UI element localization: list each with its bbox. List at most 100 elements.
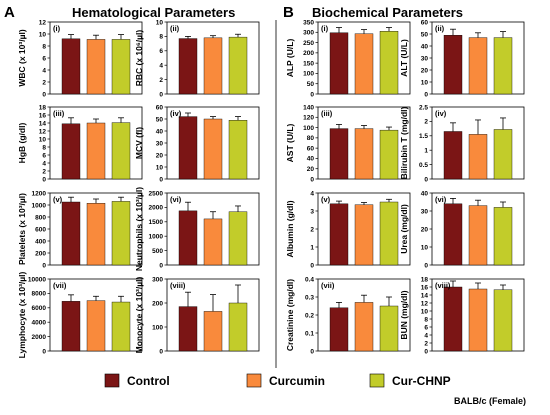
chart-b-iii-bar-control: [329, 128, 349, 180]
chart-b-i-bar-control: [329, 32, 349, 95]
chart-b-iii-tick-label-2: 40: [307, 156, 315, 163]
chart-b-ii-bar-curcumin: [468, 37, 488, 95]
chart-a-iii-tick-label-8: 16: [39, 112, 47, 119]
chart-a-viii-bar-curcumin: [203, 311, 223, 352]
section-b-letter: B: [283, 4, 294, 21]
chart-b-i-tick-label-3: 150: [303, 60, 314, 67]
chart-a-ii-bar-curcumin: [203, 37, 223, 95]
chart-b-viii-bar-curcumin: [468, 288, 488, 352]
chart-b-iv-tick-label-3: 1.5: [419, 133, 428, 140]
chart-a-iii-tick-label-6: 12: [39, 128, 47, 135]
chart-b-iii-label: (iii): [321, 109, 333, 118]
chart-a-ii-tick-label-2: 4: [159, 63, 163, 70]
chart-b-vi-tick-label-3: 30: [421, 208, 429, 215]
chart-a-i-tick-label-3: 6: [42, 55, 46, 62]
legend-swatch-curcumin: [246, 373, 262, 388]
chart-b-v-tick-label-4: 4: [310, 190, 314, 197]
chart-b-i-tick-label-6: 300: [303, 30, 314, 37]
chart-a-iv-tick-label-0: 0: [159, 176, 163, 183]
chart-a-ii-tick-label-1: 2: [159, 77, 163, 84]
legend-label-curcumin: Curcumin: [269, 374, 325, 388]
chart-b-iii: 0 20 40 60 80 100 120 140 (iii) AST (U/L): [285, 104, 411, 183]
chart-a-vii-bar-cur-chnp: [111, 301, 131, 352]
chart-a-v-tick-label-1: 200: [35, 250, 46, 257]
chart-b-v-tick-label-2: 2: [310, 226, 314, 233]
chart-a-ii-tick-label-3: 6: [159, 48, 163, 55]
chart-b-ii-tick-label-2: 20: [421, 67, 429, 74]
chart-a-v-tick-label-2: 400: [35, 238, 46, 245]
chart-a-iii-bar-cur-chnp: [111, 122, 131, 180]
chart-b-iv-label: (iv): [435, 109, 447, 118]
chart-a-vii-bar-curcumin: [86, 300, 106, 352]
chart-a-iv-bar-cur-chnp: [228, 119, 248, 180]
section-a-letter: A: [4, 4, 15, 21]
chart-a-i-tick-label-4: 8: [42, 43, 46, 50]
section-b-title: Biochemical Parameters: [312, 5, 463, 20]
chart-b-vi-tick-label-1: 10: [421, 244, 429, 251]
chart-b-vii-tick-label-2: 0.2: [305, 312, 314, 319]
chart-a-vi-tick-label-4: 2000: [149, 205, 164, 212]
chart-b-iii-tick-label-4: 80: [307, 135, 315, 142]
chart-b-i-bar-cur-chnp: [379, 31, 399, 95]
chart-b-iv-ylabel: Bilirubin T (mg/dl): [399, 106, 409, 179]
chart-b-vii-tick-label-3: 0.3: [305, 294, 314, 301]
chart-a-iv: 0 10 20 30 40 50 60 (iv) MCV (fl): [134, 104, 260, 183]
chart-b-iii-bar-curcumin: [354, 128, 374, 180]
chart-a-i-tick-label-5: 10: [39, 31, 47, 38]
chart-a-ii-tick-label-5: 10: [156, 19, 164, 26]
chart-b-vii-tick-label-0: 0: [310, 348, 314, 355]
chart-b-i-tick-label-4: 200: [303, 50, 314, 57]
chart-b-iv-bar-curcumin: [468, 134, 488, 180]
chart-b-vi-bar-control: [443, 203, 463, 266]
chart-a-vi-tick-label-1: 500: [152, 248, 163, 255]
chart-b-vi-bar-cur-chnp: [493, 207, 513, 266]
chart-b-i-ylabel: ALP (U/L): [285, 39, 295, 78]
chart-b-vi-tick-label-4: 40: [421, 190, 429, 197]
chart-b-vi-bar-curcumin: [468, 205, 488, 266]
chart-a-v-bar-control: [61, 201, 81, 266]
chart-a-v-label: (v): [53, 195, 63, 204]
chart-b-viii-bar-control: [443, 286, 463, 352]
legend-swatch-control: [104, 373, 120, 388]
section-a-title: Hematological Parameters: [72, 5, 235, 20]
chart-a-v-bar-curcumin: [86, 202, 106, 266]
chart-a-v-tick-label-0: 0: [42, 262, 46, 269]
chart-a-ii-ylabel: RBC (x 10⁶/µl): [134, 30, 144, 87]
chart-a-i-bar-cur-chnp: [111, 39, 131, 95]
chart-a-iii-tick-label-4: 8: [42, 144, 46, 151]
chart-a-i-tick-label-2: 4: [42, 67, 46, 74]
chart-b-i: 0 50 100 150 200 250 300 350 (i) ALP (U/L): [285, 19, 411, 98]
chart-a-iv-label: (iv): [170, 109, 182, 118]
chart-a-iv-tick-label-5: 50: [156, 116, 164, 123]
chart-a-iv-tick-label-3: 30: [156, 140, 164, 147]
chart-a-v-tick-label-5: 1000: [32, 202, 47, 209]
chart-a-viii-tick-label-3: 300: [152, 276, 163, 283]
chart-b-iii-ylabel: AST (U/L): [285, 123, 295, 162]
chart-a-vii-tick-label-2: 4000: [32, 320, 47, 327]
legend-swatch-cur-chnp: [369, 373, 385, 388]
chart-b-v-bar-control: [329, 203, 349, 266]
chart-b-viii-tick-label-6: 12: [421, 300, 429, 307]
chart-b-i-tick-label-7: 350: [303, 19, 314, 26]
chart-b-vii: 0 0.1 0.2 0.3 0.4 (vii) Creatinine (mg/dl): [285, 276, 411, 355]
chart-a-i-tick-label-6: 12: [39, 19, 47, 26]
chart-b-v-ylabel: Albumin (g/dl): [285, 200, 295, 257]
chart-a-v-tick-label-3: 600: [35, 226, 46, 233]
chart-b-iv-bar-cur-chnp: [493, 129, 513, 180]
chart-a-viii-label: (viii): [170, 281, 186, 290]
chart-a-viii-tick-label-2: 200: [152, 300, 163, 307]
chart-a-iii-tick-label-9: 18: [39, 104, 47, 111]
chart-b-vii-bar-curcumin: [354, 302, 374, 352]
chart-b-vi-tick-label-0: 0: [424, 262, 428, 269]
chart-a-iii-bar-curcumin: [86, 122, 106, 180]
chart-a-viii: 0 100 200 300 (viii) Monocyte (x 10³/µl): [134, 276, 260, 355]
chart-b-viii-bar-cur-chnp: [493, 289, 513, 352]
chart-a-vii-ylabel: Lymphocyte (x 10³/µl): [17, 271, 27, 358]
chart-a-vi-label: (vi): [170, 195, 182, 204]
chart-a-vi-bar-curcumin: [203, 218, 223, 266]
legend-label-cur-chnp: Cur-CHNP: [392, 374, 451, 388]
chart-b-vi-ylabel: Urea (mg/dl): [399, 204, 409, 254]
chart-a-iii-tick-label-1: 2: [42, 168, 46, 175]
